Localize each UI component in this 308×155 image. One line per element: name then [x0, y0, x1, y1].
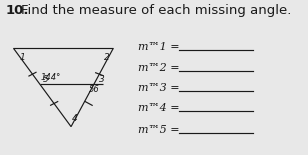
Text: 3: 3	[99, 75, 105, 84]
Text: 10.: 10.	[6, 4, 29, 17]
Text: 144°: 144°	[40, 73, 61, 82]
Text: m™3 =: m™3 =	[138, 83, 179, 93]
Text: 2: 2	[104, 53, 110, 62]
Text: m™4 =: m™4 =	[138, 103, 179, 113]
Text: 5: 5	[43, 75, 48, 84]
Text: m™2 =: m™2 =	[138, 63, 179, 73]
Text: 4: 4	[72, 115, 78, 124]
Text: m™5 =: m™5 =	[138, 125, 179, 135]
Text: m™1 =: m™1 =	[138, 42, 179, 52]
Text: 56: 56	[89, 84, 99, 93]
Text: 1: 1	[20, 53, 25, 62]
Text: Find the measure of each missing angle.: Find the measure of each missing angle.	[21, 4, 292, 17]
